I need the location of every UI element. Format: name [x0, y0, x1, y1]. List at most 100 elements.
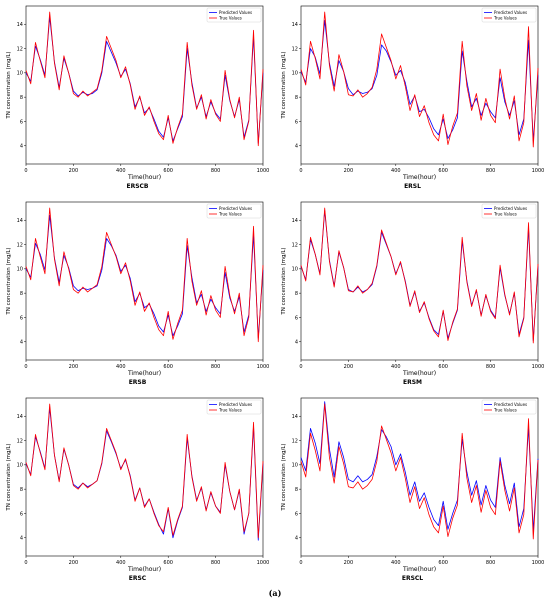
legend-box [206, 7, 262, 23]
legend-label: True Values [493, 212, 517, 217]
x-tick-label: 1000 [257, 560, 270, 566]
series-line-predicted [25, 407, 264, 541]
legend-label: Predicted Values [219, 402, 252, 407]
legend-label: True Values [218, 16, 242, 21]
y-tick-label: 8 [295, 291, 298, 297]
x-axis-label: Time(hour) [402, 370, 436, 377]
x-tick-label: 1000 [257, 168, 270, 174]
y-tick-label: 12 [292, 242, 298, 248]
x-axis-label: Time(hour) [127, 566, 161, 573]
x-tick-label: 200 [344, 364, 354, 370]
y-tick-label: 12 [292, 46, 298, 52]
x-tick-label: 800 [211, 168, 221, 174]
y-tick-label: 12 [17, 242, 23, 248]
legend-label: True Values [493, 16, 517, 21]
x-tick-label: 400 [391, 364, 401, 370]
chart-panel-erscb: 0 200 400 600 800 1000 4 6 8 10 12 14 Time(hour) TN c… [0, 0, 275, 196]
x-tick-label: 0 [24, 560, 27, 566]
legend-label: True Values [493, 408, 517, 413]
y-axis-label: TN concentration (mg/L) [281, 51, 287, 119]
y-tick-label: 4 [20, 340, 23, 346]
x-tick-label: 800 [486, 364, 496, 370]
legend-box [481, 203, 537, 219]
x-tick-label: 0 [299, 168, 302, 174]
plot-frame [300, 201, 539, 361]
chart-svg: 0 200 400 600 800 1000 4 6 8 10 12 14 Time(hour) TN c… [281, 5, 545, 181]
y-tick-label: 6 [295, 315, 298, 321]
y-tick-label: 8 [295, 487, 298, 493]
x-tick-label: 200 [69, 168, 79, 174]
chart-caption: ERSL [404, 183, 421, 190]
x-tick-label: 1000 [532, 560, 545, 566]
plot-frame [25, 201, 264, 361]
x-tick-label: 400 [391, 560, 401, 566]
chart-panel-ersl: 0 200 400 600 800 1000 4 6 8 10 12 14 Time(hour) TN c… [275, 0, 550, 196]
chart-panel-ersc: 0 200 400 600 800 1000 4 6 8 10 12 14 Time(hour) TN c… [0, 392, 275, 588]
legend-box [206, 203, 262, 219]
y-tick-label: 14 [17, 218, 23, 224]
plot-frame [25, 5, 264, 165]
x-tick-label: 800 [486, 168, 496, 174]
x-tick-label: 200 [69, 364, 79, 370]
y-tick-label: 10 [17, 267, 23, 273]
plot-frame [25, 397, 264, 557]
x-axis-label: Time(hour) [402, 566, 436, 573]
y-tick-label: 12 [292, 438, 298, 444]
series-line-predicted [300, 210, 539, 341]
x-tick-label: 600 [438, 168, 448, 174]
series-line-predicted [300, 20, 539, 142]
y-tick-label: 6 [20, 315, 23, 321]
chart-caption: ERSM [402, 379, 422, 386]
y-tick-label: 4 [20, 144, 23, 150]
chart-svg: 0 200 400 600 800 1000 4 6 8 10 12 14 Time(hour) TN c… [6, 397, 270, 573]
chart-svg: 0 200 400 600 800 1000 4 6 8 10 12 14 Time(hour) TN c… [6, 5, 270, 181]
y-axis-label: TN concentration (mg/L) [6, 443, 12, 511]
legend-label: True Values [218, 408, 242, 413]
chart-svg: 0 200 400 600 800 1000 4 6 8 10 12 14 Time(hour) TN c… [281, 201, 545, 377]
x-tick-label: 600 [163, 168, 173, 174]
y-tick-label: 14 [17, 22, 23, 28]
y-tick-label: 8 [20, 291, 23, 297]
x-tick-label: 800 [211, 560, 221, 566]
legend-box [481, 7, 537, 23]
chart-caption: ERSCB [126, 183, 149, 190]
chart-panel-ersm: 0 200 400 600 800 1000 4 6 8 10 12 14 Time(hour) TN c… [275, 196, 550, 392]
x-axis-label: Time(hour) [127, 370, 161, 377]
legend-box [481, 399, 537, 415]
chart-panel-ersb: 0 200 400 600 800 1000 4 6 8 10 12 14 Time(hour) TN c… [0, 196, 275, 392]
legend-label: Predicted Values [494, 10, 527, 15]
series-line-predicted [25, 16, 264, 144]
plot-frame [300, 5, 539, 165]
x-tick-label: 200 [69, 560, 79, 566]
x-tick-label: 1000 [532, 364, 545, 370]
y-tick-label: 6 [20, 119, 23, 125]
x-tick-label: 1000 [532, 168, 545, 174]
y-axis-label: TN concentration (mg/L) [281, 247, 287, 315]
x-tick-label: 400 [116, 560, 126, 566]
legend-label: Predicted Values [219, 206, 252, 211]
series-line-true [25, 207, 264, 343]
y-tick-label: 8 [20, 95, 23, 101]
chart-svg: 0 200 400 600 800 1000 4 6 8 10 12 14 Time(hour) TN c… [6, 201, 269, 377]
x-tick-label: 0 [299, 560, 302, 566]
series-line-predicted [25, 214, 264, 339]
x-tick-label: 800 [486, 560, 496, 566]
plot-frame [300, 397, 539, 557]
y-tick-label: 8 [20, 487, 23, 493]
y-tick-label: 6 [295, 511, 298, 517]
y-tick-label: 6 [20, 511, 23, 517]
y-axis-label: TN concentration (mg/L) [6, 247, 12, 315]
y-tick-label: 14 [292, 218, 298, 224]
y-tick-label: 14 [292, 22, 298, 28]
y-tick-label: 6 [295, 119, 298, 125]
chart-caption: ERSB [128, 379, 147, 386]
y-tick-label: 10 [292, 463, 298, 469]
x-tick-label: 600 [438, 560, 448, 566]
legend-label: Predicted Values [219, 10, 252, 15]
y-tick-label: 4 [295, 536, 298, 542]
y-axis-label: TN concentration (mg/L) [6, 51, 12, 119]
